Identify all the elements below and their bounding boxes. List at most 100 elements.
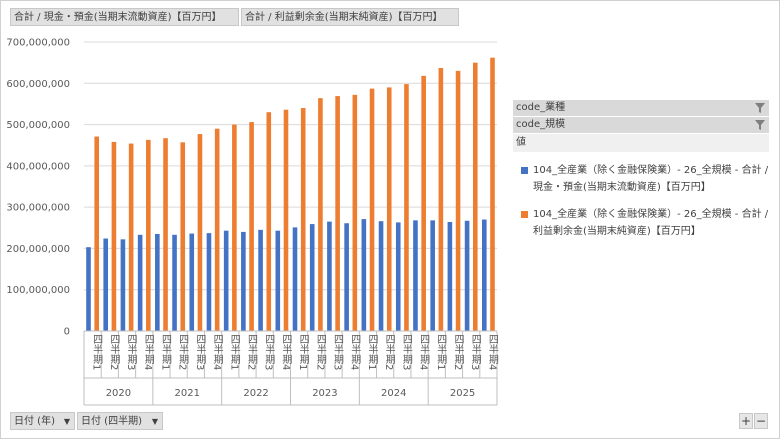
quarter-label: 四半期3 (469, 334, 481, 370)
filter-size-label: code_規模 (516, 119, 566, 130)
year-label: 2024 (381, 388, 406, 399)
legend-swatch-blue (521, 167, 528, 174)
bar-retained-earnings (214, 128, 220, 331)
quarter-label: 四半期2 (383, 334, 395, 370)
collapse-button[interactable]: − (754, 413, 768, 429)
bar-cash (395, 222, 401, 331)
y-tick-label: 700,000,000 (6, 38, 70, 49)
y-tick-label: 600,000,000 (6, 79, 70, 90)
bar-cash (86, 247, 91, 331)
quarter-label: 四半期2 (108, 334, 120, 370)
bar-cash (241, 231, 246, 331)
bar-retained-earnings (352, 94, 358, 332)
legend-item-cash: 104_全産業（除く金融保険業）- 26_全規模 - 合計 / 現金・預金(当期… (513, 162, 769, 196)
bar-retained-earnings (180, 142, 186, 331)
quarter-label: 四半期2 (314, 334, 326, 370)
quarter-label: 四半期4 (349, 334, 361, 370)
y-tick-label: 0 (64, 327, 70, 338)
bar-retained-earnings (283, 109, 289, 331)
bar-retained-earnings (472, 62, 478, 332)
y-tick-label: 500,000,000 (6, 120, 70, 131)
y-tick-label: 200,000,000 (6, 244, 70, 255)
quarter-label: 四半期2 (177, 334, 189, 370)
bar-retained-earnings (128, 143, 134, 331)
bar-cash (344, 223, 349, 331)
bar-retained-earnings (146, 139, 151, 331)
dropdown-arrow-icon: ▼ (63, 417, 70, 426)
legend-panel: code_業種 code_規模 値 104_全産業（除く金融保険業）- 26_全… (513, 100, 769, 240)
axis-button-quarter-label: 日付 (四半期) (81, 416, 142, 427)
bar-cash (172, 234, 177, 331)
bar-cash (413, 220, 418, 331)
bar-retained-earnings (266, 112, 272, 331)
year-label: 2022 (243, 388, 268, 399)
quarter-label: 四半期3 (332, 334, 344, 370)
bar-cash (447, 222, 453, 331)
dropdown-arrow-icon: ▼ (151, 417, 158, 426)
quarter-label: 四半期4 (418, 334, 430, 370)
bar-cash (275, 230, 281, 331)
quarter-label: 四半期3 (125, 334, 137, 370)
quarter-label: 四半期1 (91, 334, 103, 370)
legend-title: 値 (513, 134, 769, 152)
bar-retained-earnings (386, 87, 392, 332)
legend-item-retained-earnings: 104_全産業（除く金融保険業）- 26_全規模 - 合計 / 利益剰余金(当期… (513, 206, 769, 240)
legend-item-label: 104_全産業（除く金融保険業）- 26_全規模 - 合計 / 利益剰余金(当期… (533, 209, 769, 237)
quarter-label: 四半期2 (452, 334, 464, 370)
legend-swatch-orange (521, 211, 528, 218)
quarter-label: 四半期1 (435, 334, 447, 370)
bar-cash (327, 221, 332, 331)
bar-cash (155, 233, 160, 331)
y-tick-label: 400,000,000 (6, 161, 70, 172)
axis-button-year[interactable]: 日付 (年) ▼ (10, 412, 75, 430)
quarter-label: 四半期1 (228, 334, 240, 370)
legend-item-label: 104_全産業（除く金融保険業）- 26_全規模 - 合計 / 現金・預金(当期… (533, 165, 769, 193)
bar-cash (206, 233, 212, 331)
bar-retained-earnings (421, 75, 426, 332)
field-button-cash[interactable]: 合計 / 現金・預金(当期末流動資産)【百万円】 (10, 8, 239, 26)
bar-retained-earnings (300, 108, 306, 331)
bar-retained-earnings (197, 134, 203, 331)
bar-retained-earnings (249, 122, 254, 331)
bar-retained-earnings (404, 84, 409, 332)
filter-industry-label: code_業種 (516, 102, 566, 113)
quarter-label: 四半期1 (159, 334, 171, 370)
filter-icon[interactable] (755, 120, 765, 130)
quarter-label: 四半期3 (263, 334, 275, 370)
axis-button-quarter[interactable]: 日付 (四半期) ▼ (77, 412, 163, 430)
bar-cash (430, 220, 435, 331)
bar-cash (223, 230, 229, 331)
y-tick-label: 300,000,000 (6, 203, 70, 214)
filter-industry[interactable]: code_業種 (513, 100, 769, 117)
bar-cash (481, 219, 487, 331)
bar-retained-earnings (438, 68, 444, 331)
expand-button[interactable]: + (739, 413, 753, 429)
bar-retained-earnings (369, 88, 375, 331)
year-label: 2020 (106, 388, 131, 399)
bar-cash (378, 221, 384, 331)
filter-size[interactable]: code_規模 (513, 117, 769, 134)
y-tick-label: 100,000,000 (6, 285, 70, 296)
bar-retained-earnings (490, 57, 495, 332)
bar-retained-earnings (455, 70, 461, 332)
bar-retained-earnings (94, 136, 100, 331)
quarter-label: 四半期4 (280, 334, 292, 370)
bar-cash (361, 219, 367, 331)
axis-button-year-label: 日付 (年) (14, 416, 55, 427)
bar-retained-earnings (232, 124, 237, 331)
filter-icon[interactable] (755, 103, 765, 113)
bar-cash (258, 229, 263, 331)
bar-cash (292, 227, 298, 331)
bar-retained-earnings (111, 141, 117, 331)
quarter-label: 四半期3 (194, 334, 206, 370)
year-label: 2025 (450, 388, 475, 399)
bar-cash (309, 224, 315, 331)
quarter-label: 四半期4 (486, 334, 498, 370)
quarter-label: 四半期4 (142, 334, 154, 370)
year-label: 2023 (312, 388, 337, 399)
quarter-label: 四半期3 (400, 334, 412, 370)
bar-cash (189, 233, 195, 331)
bar-retained-earnings (318, 98, 323, 331)
field-button-retained-earnings[interactable]: 合計 / 利益剰余金(当期末純資産)【百万円】 (241, 8, 459, 26)
